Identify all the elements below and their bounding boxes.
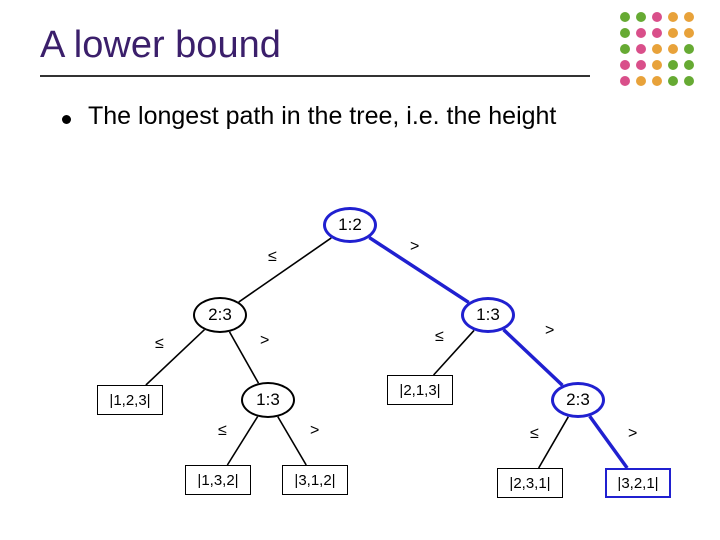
deco-dot	[668, 60, 678, 70]
tree-node: 1:2	[323, 207, 377, 243]
edge-label: ≤	[268, 248, 277, 266]
tree-leaf: |1,2,3|	[97, 385, 163, 415]
tree-node: 1:3	[461, 297, 515, 333]
deco-dot	[620, 44, 630, 54]
deco-dot	[620, 12, 630, 22]
deco-dot	[684, 60, 694, 70]
deco-dot	[636, 28, 646, 38]
tree-node: 1:3	[241, 382, 295, 418]
deco-dot	[652, 44, 662, 54]
tree-leaf: |2,3,1|	[497, 468, 563, 498]
edge-label: >	[628, 425, 637, 443]
tree-edges	[0, 0, 720, 540]
deco-dot	[668, 76, 678, 86]
tree-leaf: |1,3,2|	[185, 465, 251, 495]
deco-dot	[684, 76, 694, 86]
deco-dot	[652, 28, 662, 38]
slide-title: A lower bound	[40, 24, 281, 67]
deco-dot	[668, 44, 678, 54]
edge-label: >	[545, 322, 554, 340]
bullet-icon	[62, 115, 71, 124]
edge-label: ≤	[218, 422, 227, 440]
edge-label: ≤	[435, 328, 444, 346]
deco-dot	[620, 28, 630, 38]
bullet-text: The longest path in the tree, i.e. the h…	[88, 102, 556, 131]
edge-label: ≤	[155, 335, 164, 353]
edge-label: ≤	[530, 425, 539, 443]
deco-dot	[684, 28, 694, 38]
deco-dot	[668, 28, 678, 38]
deco-dot	[652, 60, 662, 70]
deco-dot	[636, 44, 646, 54]
edge-label: >	[260, 332, 269, 350]
tree-node: 2:3	[551, 382, 605, 418]
deco-dot	[652, 76, 662, 86]
deco-dot	[620, 60, 630, 70]
title-underline	[40, 75, 590, 77]
deco-dot	[620, 76, 630, 86]
tree-node: 2:3	[193, 297, 247, 333]
deco-dot	[668, 12, 678, 22]
tree-leaf: |3,1,2|	[282, 465, 348, 495]
edge-label: >	[410, 238, 419, 256]
deco-dot	[684, 12, 694, 22]
tree-leaf: |3,2,1|	[605, 468, 671, 498]
deco-dot	[652, 12, 662, 22]
deco-dot	[636, 76, 646, 86]
deco-dot	[684, 44, 694, 54]
deco-dot	[636, 60, 646, 70]
tree-leaf: |2,1,3|	[387, 375, 453, 405]
edge-label: >	[310, 422, 319, 440]
deco-dot	[636, 12, 646, 22]
